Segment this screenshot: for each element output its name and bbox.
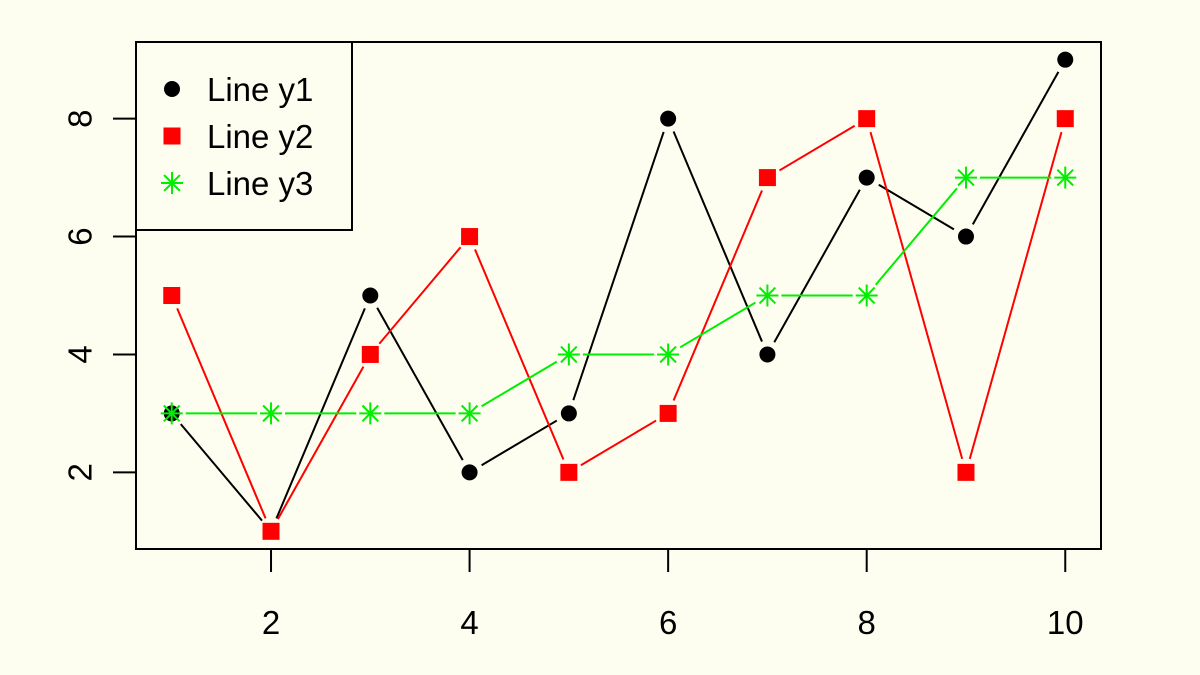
series-3-point bbox=[458, 402, 481, 425]
series-2 bbox=[163, 110, 1074, 540]
series-1-point bbox=[759, 346, 776, 363]
series-1-segment bbox=[376, 307, 464, 461]
series-2-point bbox=[163, 287, 181, 304]
series-1-segment bbox=[672, 131, 763, 342]
series-1-point bbox=[461, 464, 478, 481]
series-1-segment bbox=[878, 183, 955, 231]
series-3-point bbox=[557, 343, 580, 366]
series-1-segment bbox=[572, 131, 665, 401]
series-3-point bbox=[756, 284, 779, 307]
series-layer bbox=[160, 51, 1077, 540]
series-1-segment bbox=[179, 423, 263, 522]
x-tick-label: 8 bbox=[858, 604, 876, 641]
series-2-point bbox=[858, 110, 876, 128]
legend-label: Line y2 bbox=[207, 118, 313, 155]
y-tick-label: 6 bbox=[62, 227, 99, 245]
x-axis: 2 4 6 8 10 bbox=[262, 548, 1084, 641]
series-2-point bbox=[957, 463, 975, 481]
series-1-segment bbox=[971, 71, 1060, 225]
series-2-segment bbox=[378, 246, 462, 345]
series-3-segment bbox=[874, 187, 958, 286]
series-3-point bbox=[160, 402, 183, 425]
series-3-point bbox=[954, 166, 977, 189]
series-1-segment bbox=[773, 189, 861, 343]
series-2-segment bbox=[672, 190, 763, 401]
series-1-point bbox=[560, 405, 577, 422]
series-1-point bbox=[660, 110, 677, 127]
series-2-point bbox=[361, 345, 379, 363]
series-1-point bbox=[957, 228, 974, 245]
y-tick-label: 2 bbox=[62, 463, 99, 481]
series-2-point bbox=[461, 228, 479, 246]
y-tick-label: 8 bbox=[62, 109, 99, 127]
series-2-segment bbox=[474, 249, 565, 460]
series-2-segment bbox=[778, 124, 856, 172]
series-3-point bbox=[657, 343, 680, 366]
series-2-point bbox=[262, 522, 280, 540]
series-2-segment bbox=[580, 419, 657, 467]
series-1-point bbox=[858, 169, 875, 186]
series-1-point bbox=[1057, 51, 1074, 68]
y-axis: 2 4 6 8 bbox=[62, 109, 137, 482]
legend: Line y1 Line y2 Line y3 bbox=[135, 41, 353, 231]
x-tick-label: 10 bbox=[1047, 604, 1084, 641]
legend-marker bbox=[161, 172, 183, 194]
y-tick-label: 4 bbox=[62, 345, 99, 363]
legend-label: Line y3 bbox=[207, 165, 313, 202]
x-tick-label: 4 bbox=[460, 604, 478, 641]
series-2-point bbox=[560, 463, 578, 481]
series-2-segment bbox=[869, 131, 964, 460]
x-tick-label: 2 bbox=[262, 604, 280, 641]
legend-box bbox=[135, 41, 353, 231]
series-2-point bbox=[758, 169, 776, 187]
series-3-point bbox=[1054, 166, 1077, 189]
series-1-point bbox=[362, 287, 379, 304]
series-3-point bbox=[359, 402, 382, 425]
series-2-segment bbox=[277, 366, 365, 520]
legend-label: Line y1 bbox=[207, 71, 313, 108]
series-3-point bbox=[855, 284, 878, 307]
series-3-segment bbox=[481, 360, 558, 408]
legend-marker bbox=[164, 81, 180, 97]
series-3-segment bbox=[679, 301, 756, 349]
series-2-point bbox=[659, 404, 677, 422]
x-tick-label: 6 bbox=[659, 604, 677, 641]
series-3 bbox=[160, 166, 1077, 425]
series-2-segment bbox=[968, 131, 1063, 460]
legend-marker bbox=[163, 127, 181, 145]
series-3-point bbox=[260, 402, 283, 425]
series-2-point bbox=[1056, 110, 1074, 128]
series-1-segment bbox=[481, 419, 558, 467]
